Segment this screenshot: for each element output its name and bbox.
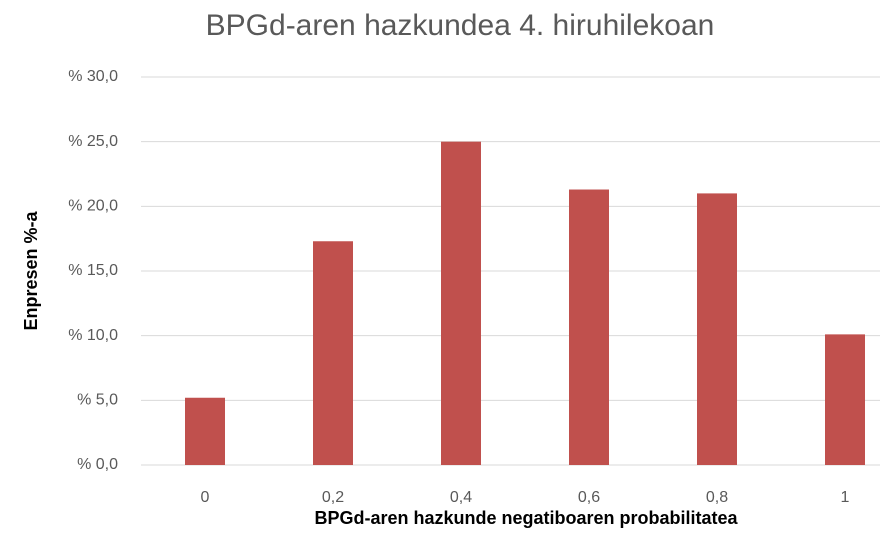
bar <box>697 193 737 465</box>
chart-title: BPGd-aren hazkundea 4. hiruhilekoan <box>206 9 715 42</box>
y-tick-label: % 5,0 <box>77 392 118 409</box>
y-tick-label: % 25,0 <box>68 133 118 150</box>
x-axis-label: BPGd-aren hazkunde negatiboaren probabil… <box>314 508 738 528</box>
bar <box>569 189 609 465</box>
bar <box>313 241 353 465</box>
y-tick-label: % 15,0 <box>68 262 118 279</box>
x-tick-label: 0 <box>201 489 210 506</box>
x-tick-label: 0,8 <box>706 489 728 506</box>
y-tick-label: % 10,0 <box>68 327 118 344</box>
y-axis-label: Enpresen %-a <box>21 210 41 330</box>
bar <box>441 141 481 465</box>
x-tick-label: 1 <box>841 489 850 506</box>
x-tick-label: 0,6 <box>578 489 600 506</box>
y-tick-label: % 20,0 <box>68 198 118 215</box>
bar <box>185 397 225 465</box>
x-tick-label: 0,4 <box>450 489 472 506</box>
x-tick-label: 0,2 <box>322 489 344 506</box>
y-tick-label: % 30,0 <box>68 68 118 85</box>
y-tick-label: % 0,0 <box>77 456 118 473</box>
bar <box>825 334 865 465</box>
